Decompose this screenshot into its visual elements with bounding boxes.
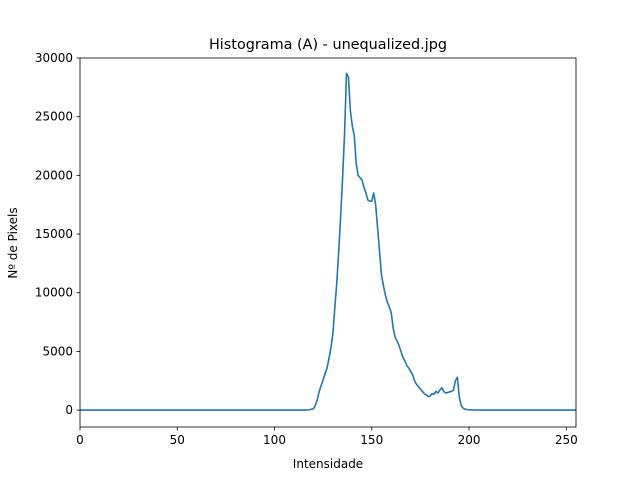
y-tick-label: 10000 [35, 286, 73, 300]
y-tick-label: 25000 [35, 110, 73, 124]
chart-title: Histograma (A) - unequalized.jpg [209, 37, 447, 53]
y-tick-label: 30000 [35, 51, 73, 65]
histogram-line [80, 72, 576, 411]
x-axis: 0 50 100 150 200 250 [76, 427, 578, 447]
x-tick-label: 0 [76, 433, 84, 447]
x-tick-label: 100 [263, 433, 286, 447]
x-tick-label: 150 [360, 433, 383, 447]
x-tick-label: 50 [170, 433, 185, 447]
y-tick-label: 5000 [42, 344, 73, 358]
y-tick-label: 0 [65, 403, 73, 417]
y-tick-label: 15000 [35, 227, 73, 241]
y-axis: 0 5000 10000 15000 20000 25000 30000 [35, 51, 80, 417]
x-tick-label: 200 [458, 433, 481, 447]
plot-frame [79, 57, 577, 428]
y-axis-label: Nº de Pixels [6, 207, 20, 278]
x-axis-label: Intensidade [293, 457, 363, 471]
plot-area [80, 72, 576, 411]
x-tick-label: 250 [555, 433, 578, 447]
y-tick-label: 20000 [35, 168, 73, 182]
